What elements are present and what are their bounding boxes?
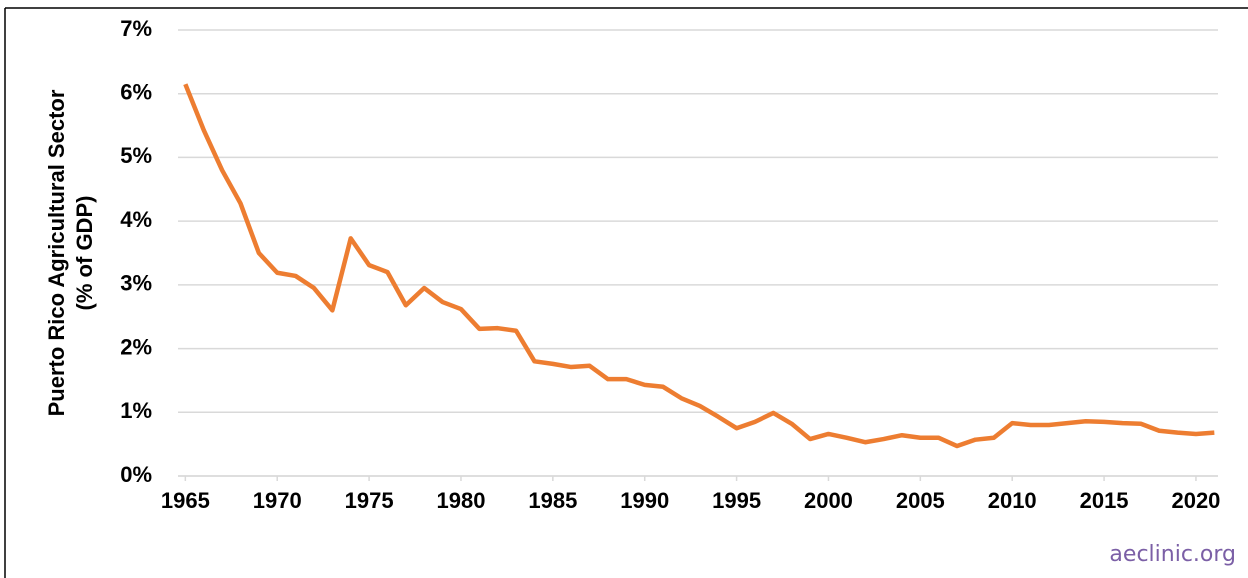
- y-tick-label: 7%: [120, 16, 152, 41]
- y-axis-title-line: (% of GDP): [72, 196, 97, 311]
- x-tick-label: 1965: [161, 488, 210, 513]
- x-tick-label: 2015: [1080, 488, 1129, 513]
- x-tick-label: 1995: [712, 488, 761, 513]
- y-axis-title-line: Puerto Rico Agricultural Sector: [44, 89, 69, 416]
- x-tick-label: 1975: [345, 488, 394, 513]
- y-tick-label: 3%: [120, 271, 152, 296]
- y-tick-label: 6%: [120, 80, 152, 105]
- y-tick-label: 1%: [120, 398, 152, 423]
- x-tick-label: 1985: [528, 488, 577, 513]
- y-tick-label: 0%: [120, 462, 152, 487]
- y-axis-title: Puerto Rico Agricultural Sector (% of GD…: [44, 89, 97, 416]
- x-tick-label: 1980: [436, 488, 485, 513]
- x-tick-label: 2010: [988, 488, 1037, 513]
- x-tick-label: 2020: [1171, 488, 1220, 513]
- source-label: aeclinic.org: [1109, 542, 1236, 567]
- x-tick-label: 2000: [804, 488, 853, 513]
- y-tick-label: 2%: [120, 334, 152, 359]
- data-line: [183, 83, 1215, 449]
- x-tick-label: 1970: [253, 488, 302, 513]
- y-tick-label: 4%: [120, 207, 152, 232]
- y-tick-label: 5%: [120, 143, 152, 168]
- x-tick-label: 2005: [896, 488, 945, 513]
- x-tick-label: 1990: [620, 488, 669, 513]
